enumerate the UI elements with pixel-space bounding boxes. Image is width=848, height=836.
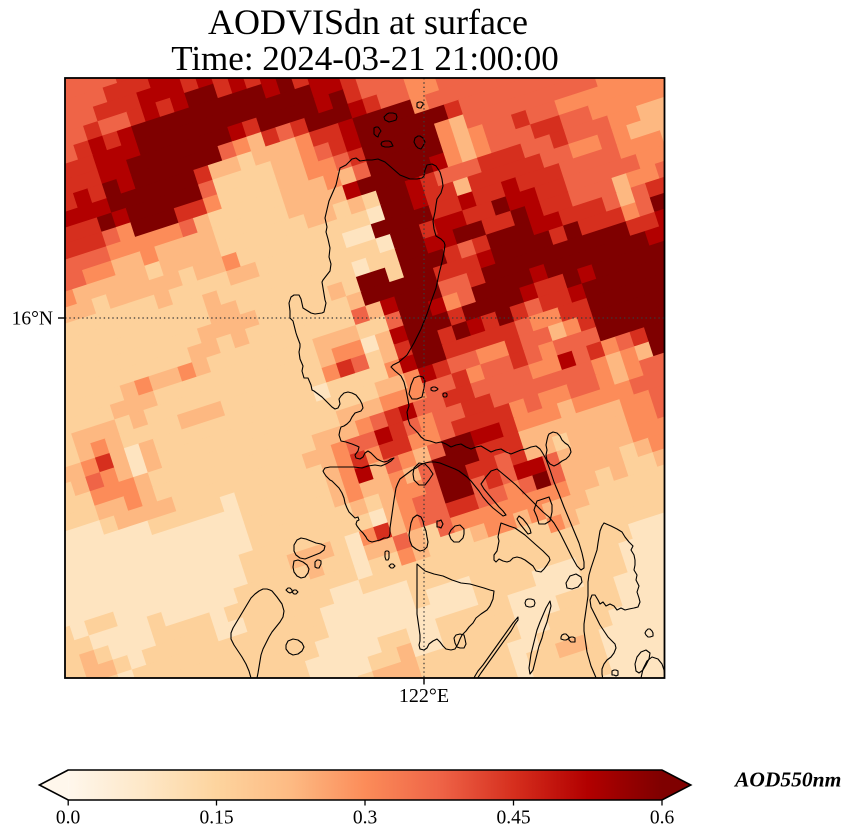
svg-text:0.6: 0.6 [650,808,675,829]
svg-text:Time: 2024-03-21 21:00:00: Time: 2024-03-21 21:00:00 [171,39,559,78]
svg-text:AOD550nm: AOD550nm [733,768,841,792]
svg-text:0.15: 0.15 [199,808,233,829]
svg-text:AODVISdn at surface: AODVISdn at surface [208,2,528,42]
svg-text:0.45: 0.45 [496,808,530,829]
svg-text:0.0: 0.0 [56,808,80,829]
svg-text:16°N: 16°N [12,309,53,330]
svg-text:122°E: 122°E [399,685,449,707]
svg-text:0.3: 0.3 [353,808,377,829]
